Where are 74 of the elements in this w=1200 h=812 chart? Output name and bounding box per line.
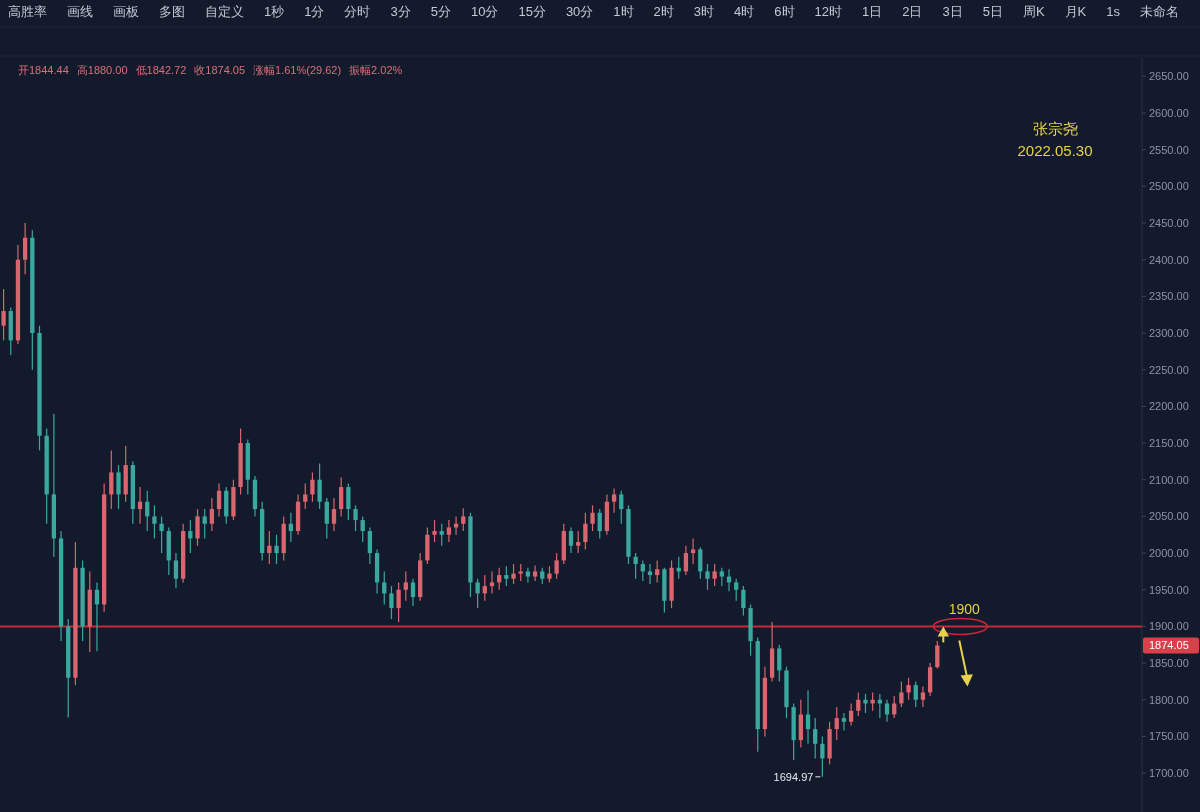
candlestick — [489, 570, 495, 595]
candlestick — [403, 570, 408, 602]
annotation: 张宗尧 — [1032, 120, 1078, 137]
candlestick — [863, 693, 868, 714]
annotation: 2022.05.30 — [1017, 142, 1093, 159]
candlestick — [813, 717, 818, 760]
candlestick — [619, 490, 624, 525]
candlestick — [382, 570, 387, 606]
candlestick — [734, 578, 739, 602]
candlestick — [511, 563, 516, 585]
candlestick — [611, 487, 617, 514]
candlestick — [719, 567, 724, 587]
candlestick — [317, 463, 322, 510]
candlestick — [841, 712, 847, 732]
candlestick — [568, 526, 574, 554]
candlestick — [461, 507, 466, 532]
candlestick — [504, 565, 509, 587]
candlestick — [935, 640, 940, 670]
candlestick — [367, 526, 373, 565]
candlestick — [159, 515, 164, 554]
candlestick — [741, 585, 746, 617]
candlestick — [22, 222, 28, 275]
candlestick — [777, 644, 782, 683]
candlestick — [360, 515, 365, 543]
candlestick — [848, 702, 854, 727]
candlestick — [913, 680, 918, 708]
candlestick — [353, 504, 358, 532]
candlestick — [590, 504, 595, 532]
candlestick — [209, 497, 215, 532]
candlestick — [432, 519, 437, 543]
candlestick — [892, 695, 897, 719]
candlestick — [690, 537, 696, 565]
candlestick — [116, 464, 121, 510]
candlestick — [532, 564, 538, 582]
candlestick — [920, 685, 926, 708]
candlestick — [324, 497, 329, 540]
candlestick — [396, 581, 401, 623]
candlestick — [647, 563, 653, 585]
candlestick — [698, 546, 703, 580]
candlestick — [712, 563, 717, 587]
candlestick — [202, 508, 207, 540]
candlestick — [633, 552, 638, 580]
candlestick — [899, 680, 904, 708]
annotation: 1694.97 — [773, 770, 814, 783]
candlestick — [583, 512, 588, 551]
candlestick — [173, 552, 179, 589]
candlestick — [216, 482, 222, 518]
candlestick — [655, 559, 660, 584]
candlestick — [339, 476, 344, 518]
candlestick — [906, 677, 911, 701]
candlestick — [109, 449, 114, 510]
candlestick — [576, 530, 581, 554]
candlestick — [554, 552, 559, 580]
candlestick — [446, 519, 452, 543]
candlestick — [303, 482, 308, 510]
candlestick — [834, 706, 839, 741]
candlestick — [195, 508, 200, 547]
candlestick — [274, 534, 279, 565]
candlestick — [310, 471, 315, 503]
candlestick — [597, 508, 602, 540]
candlestick — [705, 563, 710, 591]
candlestick — [805, 689, 811, 745]
candlestick — [856, 691, 861, 717]
candlestick — [683, 545, 689, 576]
candlestick — [331, 497, 337, 532]
candlestick — [346, 482, 351, 521]
candlestick — [475, 578, 480, 609]
candlestick — [884, 699, 890, 723]
candlestick — [152, 504, 157, 540]
candlestick — [820, 735, 825, 778]
candlestick — [389, 585, 394, 620]
candlestick — [1, 288, 6, 341]
candlestick — [410, 578, 416, 607]
candlestick — [439, 523, 444, 547]
